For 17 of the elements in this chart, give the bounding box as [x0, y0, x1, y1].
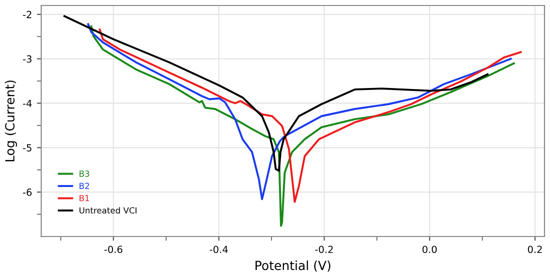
y-tick-label: -2 [23, 10, 32, 18]
legend-label: Untreated VCI [80, 207, 136, 214]
x-tick-label: -0.2 [315, 246, 333, 254]
x-axis-title: Potential (V) [256, 260, 330, 272]
y-axis-title: Log (Current) [4, 80, 17, 162]
legend-label: B1 [80, 195, 90, 202]
y-tick-label: -5 [23, 144, 32, 152]
y-tick-label: -3 [23, 55, 32, 63]
x-tick-label: 0.2 [528, 246, 542, 254]
line-series [63, 15, 489, 172]
y-tick-label: -6 [23, 188, 32, 196]
x-tick-label: -0.6 [104, 246, 122, 254]
legend-label: B3 [80, 170, 90, 177]
y-tick-label: -4 [23, 100, 32, 107]
x-tick-label: -0.4 [210, 246, 228, 254]
x-tick-label: 0.0 [422, 246, 437, 254]
legend-label: B2 [80, 182, 89, 189]
